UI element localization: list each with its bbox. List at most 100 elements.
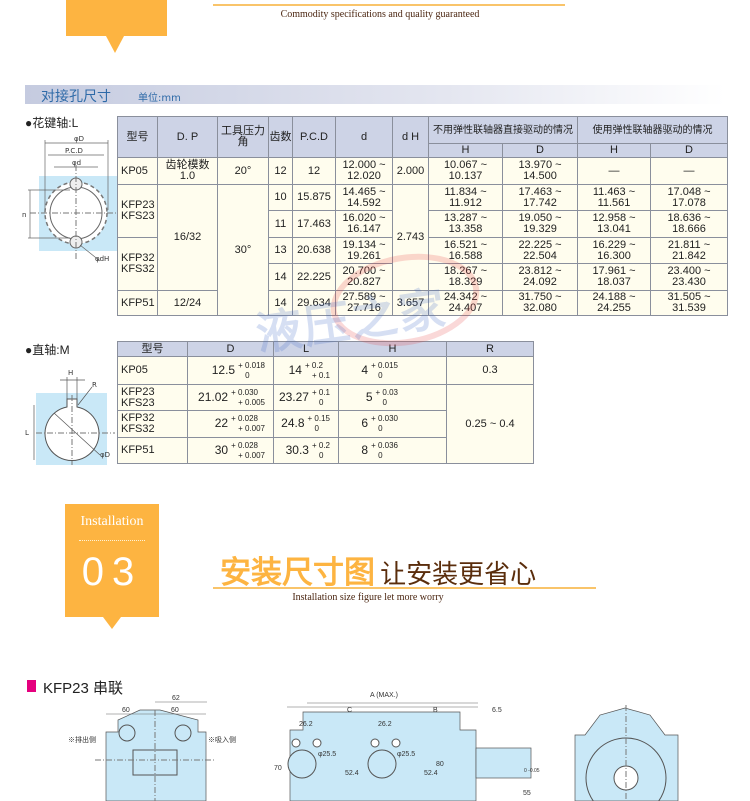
cell-model: KFP32 KFS32 — [117, 410, 188, 438]
bar-unit: 单位:mm — [138, 93, 181, 104]
header-d2: D — [650, 143, 728, 158]
table-row: KP05 齿轮模数 1.0 20° 12 12 12.000 ~ 12.020 … — [117, 157, 728, 185]
tolerance: + 0.018 0 — [238, 360, 265, 380]
header-pcd: P.C.D — [292, 116, 336, 158]
section-number-box: Installation 03 — [65, 504, 159, 617]
dim-R: R — [92, 381, 97, 389]
label-inlet: ※吸入侧 — [208, 735, 236, 744]
bar-title: 对接孔尺寸 — [41, 89, 111, 105]
table-row: KFP23 KFS23 16/32 30° 10 15.875 14.465 ~… — [117, 184, 728, 316]
cell-R: 0.25 ~ 0.4 — [446, 384, 534, 464]
dim-tol: 0 -0.05 — [524, 768, 540, 774]
cell-H: 8 + 0.036 0 — [338, 437, 447, 464]
dim-65: 6.5 — [492, 707, 502, 714]
dim-80: 80 — [436, 761, 444, 768]
tolerance: + 0.028 + 0.007 — [231, 414, 265, 433]
dim-D: φD — [74, 135, 84, 143]
header-model: 型号 — [117, 116, 158, 158]
dim-n: n — [22, 211, 26, 219]
straight-label: ●直轴:M — [25, 343, 70, 357]
section-subtitle: Commodity specifications and quality gua… — [280, 9, 480, 20]
dim-524a: 52.4 — [345, 770, 359, 777]
kfp23-label: KFP23 串联 — [43, 680, 124, 697]
section-tag: Installation — [80, 514, 144, 529]
spline-label: ●花键轴:L — [25, 116, 79, 130]
section-title: 安装尺寸图 让安装更省心 — [220, 547, 536, 592]
header-d1: D — [502, 143, 578, 158]
tolerance: + 0.03 0 — [375, 387, 398, 407]
cell-model: KP05 — [117, 356, 188, 385]
spline-shaft-diagram: φD P.C.D φd n φdH — [22, 135, 120, 263]
tolerance: + 0.1 0 — [311, 387, 330, 407]
dim-262a: 26.2 — [299, 721, 313, 728]
header-h1: H — [428, 143, 503, 158]
cell-R: 0.3 — [446, 356, 534, 385]
table-row: KFP32 KFS32 13 20.638 19.134 ~ 19.261 16… — [117, 237, 728, 291]
table-row: KFP23 KFS23 21.02 + 0.030 + 0.005 23.27 + 0.1… — [117, 384, 534, 464]
header-d: d — [335, 116, 393, 158]
tolerance: + 0.030 + 0.005 — [231, 387, 265, 407]
dim-70: 70 — [274, 765, 282, 772]
dim-H: H — [68, 369, 73, 377]
dim-pcd: P.C.D — [65, 147, 83, 155]
label-outlet: ※排出侧 — [68, 735, 96, 744]
dim-62: 62 — [172, 695, 180, 702]
dim-60b: 60 — [171, 707, 179, 714]
header-R: R — [446, 341, 534, 357]
dim-L: L — [25, 429, 29, 437]
straight-dimension-table: 型号 D L H R KP05 12.5 + 0.018 0 14 + 0.2 + 0.1 4… — [117, 341, 534, 464]
tolerance: + 0.2 0 — [311, 440, 330, 460]
cell-H: 6 + 0.030 0 — [338, 410, 447, 438]
header-model: 型号 — [117, 341, 188, 357]
cell-D: 12.5 + 0.018 0 — [187, 356, 274, 385]
tag-dots — [79, 540, 145, 541]
dim-60a: 60 — [122, 707, 130, 714]
dim-524b: 52.4 — [424, 770, 438, 777]
dim-phi255b: φ25.5 — [397, 751, 415, 758]
cell-D: 22 + 0.028 + 0.007 — [187, 410, 274, 438]
section-bar: 对接孔尺寸 单位:mm — [25, 85, 725, 105]
cell-L: 24.8 + 0.15 0 — [273, 410, 339, 438]
dim-C: C — [347, 707, 352, 714]
table-row: 14 22.225 20.700 ~ 20.827 18.267 ~ 18.32… — [118, 263, 728, 291]
tolerance: + 0.2 + 0.1 — [304, 360, 330, 380]
section-number: 03 — [81, 550, 143, 594]
table-row: KP05 12.5 + 0.018 0 14 + 0.2 + 0.1 4 + 0.015 0 0.3 — [117, 356, 534, 385]
tolerance: + 0.015 0 — [371, 360, 398, 380]
cell-D: 30 + 0.028 + 0.007 — [187, 437, 274, 464]
dim-d: φd — [72, 159, 81, 167]
section-pointer — [106, 36, 124, 53]
table-row: KFP51 12/24 14 29.634 27.589 ~ 27.716 3.… — [117, 290, 728, 316]
header-teeth: 齿数 — [268, 116, 293, 158]
spline-dimension-table: 型号 D. P 工具压力角 齿数 P.C.D d d H 不用弹性联轴器直接驱动… — [117, 116, 728, 316]
dim-A: A (MAX.) — [370, 692, 398, 699]
cell-L: 30.3 + 0.2 0 — [273, 437, 339, 464]
straight-shaft-diagram: H R L φD — [25, 369, 115, 465]
header-h2: H — [577, 143, 651, 158]
tolerance: + 0.036 0 — [371, 440, 398, 460]
dim-55: 55 — [523, 790, 531, 797]
cell-L: 23.27 + 0.1 0 — [273, 384, 339, 411]
section-pointer — [103, 617, 121, 629]
header-angle: 工具压力角 — [217, 116, 269, 158]
title-underline — [213, 4, 565, 6]
header-coupling: 使用弹性联轴器驱动的情况 — [577, 116, 728, 144]
tolerance: + 0.030 0 — [371, 414, 398, 433]
cell-L: 14 + 0.2 + 0.1 — [273, 356, 339, 385]
title-underline — [213, 587, 596, 589]
cell-D: 21.02 + 0.030 + 0.005 — [187, 384, 274, 411]
title-orange: 安装尺寸图 — [220, 555, 375, 591]
cell-model: KFP51 — [117, 437, 188, 464]
pink-square-icon — [27, 680, 36, 692]
header-H: H — [338, 341, 447, 357]
tolerance: + 0.15 0 — [307, 414, 330, 433]
section-subtitle: Installation size figure let more worry — [292, 592, 444, 603]
header-dp: D. P — [157, 116, 218, 158]
kfp23-drawing: 60 60 62 ※排出侧 ※吸入侧 A (MAX.) C B 6.5 26.2… — [68, 692, 679, 801]
cell-H: 5 + 0.03 0 — [338, 384, 447, 411]
section-number-box — [66, 0, 167, 36]
dim-dH: φdH — [95, 255, 109, 263]
dim-phi255a: φ25.5 — [318, 751, 336, 758]
header-dh: d H — [392, 116, 429, 158]
table-row: KFP51 30 + 0.028 + 0.007 30.3 + 0.2 0 8 + 0.036 0 — [117, 437, 534, 464]
